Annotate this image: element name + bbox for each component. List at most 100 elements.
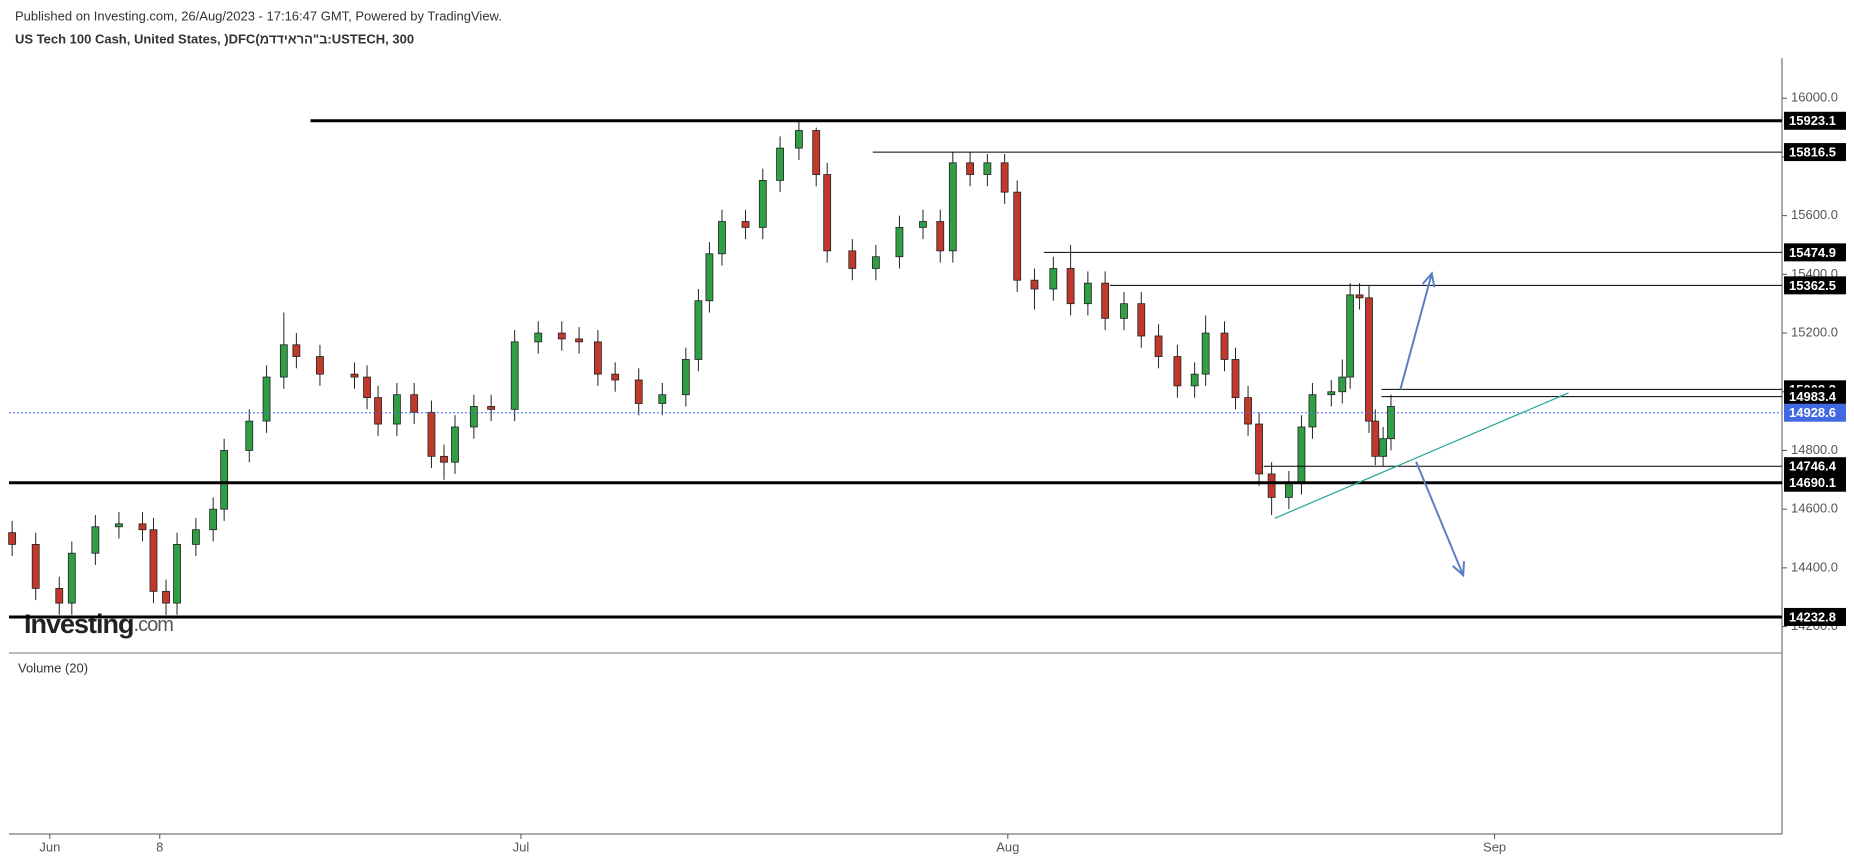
- candle-body: [1338, 376, 1347, 393]
- candle-body: [91, 526, 100, 554]
- candle-body: [758, 180, 767, 228]
- candle-body: [1255, 423, 1263, 475]
- candle-body: [1137, 303, 1146, 337]
- candle-body: [681, 359, 690, 396]
- candle-body: [795, 130, 803, 149]
- level-label-box: [1784, 276, 1846, 295]
- candle-body: [173, 543, 181, 604]
- candle-body: [983, 162, 992, 175]
- candle-body: [823, 174, 832, 252]
- level-label: 15362.5: [1789, 278, 1836, 293]
- candle-body: [1201, 332, 1210, 375]
- volume-label: Volume (20): [18, 660, 88, 675]
- y-tick-label: 14800.0: [1791, 442, 1838, 457]
- candle-body: [67, 552, 76, 604]
- candle-body: [1173, 356, 1182, 387]
- candle-body: [316, 356, 324, 375]
- candle-body: [138, 523, 147, 531]
- candle-body: [1379, 438, 1388, 457]
- x-tick-label: Sep: [1483, 839, 1506, 854]
- candle-body: [469, 406, 478, 428]
- watermark: Investing.com: [24, 609, 173, 639]
- level-label: 14690.1: [1789, 475, 1836, 490]
- level-label: 15816.5: [1789, 145, 1836, 160]
- candle-body: [1365, 297, 1373, 422]
- candle-body: [1120, 303, 1128, 319]
- candle-body: [1000, 162, 1009, 193]
- y-tick-label: 14400.0: [1791, 559, 1838, 574]
- candle-body: [919, 221, 927, 228]
- candle-body: [812, 130, 821, 175]
- candle-body: [487, 406, 496, 410]
- candle-body: [611, 373, 620, 381]
- level-label-box: [1784, 473, 1846, 492]
- candle-body: [440, 455, 448, 463]
- level-label-box: [1784, 403, 1846, 422]
- level-label: 14746.4: [1789, 459, 1837, 474]
- candle-body: [1267, 473, 1276, 498]
- candle-body: [776, 147, 784, 181]
- candle-body: [8, 532, 17, 545]
- candle-body: [936, 221, 945, 252]
- candle-body: [1190, 373, 1199, 387]
- candle-body: [871, 256, 880, 269]
- candle-body: [279, 344, 288, 378]
- trend-line: [1274, 392, 1569, 519]
- level-label-box: [1784, 457, 1846, 476]
- candle-body: [292, 344, 301, 357]
- x-tick-label: Aug: [996, 839, 1019, 854]
- candle-body: [245, 420, 254, 451]
- candle-body: [392, 394, 401, 425]
- candle-body: [115, 523, 123, 528]
- arrow: [1399, 271, 1436, 390]
- x-tick-label: Jun: [39, 839, 60, 854]
- chart-title: US Tech 100 Cash, United States, )DFC(ב"…: [15, 31, 414, 46]
- candle-body: [948, 162, 957, 252]
- arrow: [1415, 461, 1465, 578]
- candle-body: [1355, 294, 1364, 299]
- candle-body: [1066, 268, 1075, 305]
- level-label-box: [1784, 143, 1846, 162]
- candle-body: [1297, 426, 1306, 484]
- candle-body: [1284, 482, 1293, 498]
- candle-body: [575, 338, 583, 343]
- candle-body: [1308, 394, 1317, 428]
- candle-body: [220, 450, 229, 510]
- candle-body: [1387, 406, 1395, 440]
- candle-body: [1371, 420, 1380, 457]
- level-label: 15474.9: [1789, 245, 1836, 260]
- candle-body: [741, 221, 750, 228]
- candle-body: [262, 376, 271, 422]
- level-label: 14983.4: [1789, 389, 1837, 404]
- candle-body: [895, 226, 904, 258]
- candle-body: [1049, 268, 1058, 290]
- candle-body: [658, 394, 667, 404]
- candle-body: [162, 590, 170, 604]
- candle-body: [374, 397, 382, 425]
- level-label: 15923.1: [1789, 113, 1836, 128]
- y-tick-label: 15200.0: [1791, 324, 1838, 339]
- candle-body: [55, 588, 64, 604]
- candle-body: [1101, 282, 1110, 319]
- candle-body: [451, 426, 459, 463]
- y-tick-label: 15600.0: [1791, 207, 1838, 222]
- x-tick-label: Jul: [513, 839, 530, 854]
- candle-body: [594, 341, 602, 375]
- candle-body: [363, 376, 371, 399]
- candle-body: [1154, 335, 1163, 357]
- candle-body: [350, 373, 359, 378]
- candle-body: [694, 300, 703, 360]
- candle-body: [1030, 279, 1039, 290]
- candle-body: [427, 411, 436, 457]
- level-label-box: [1784, 607, 1846, 626]
- x-tick-label: 8: [156, 839, 163, 854]
- level-label: 14232.8: [1789, 609, 1836, 624]
- candle-body: [718, 221, 726, 255]
- level-label-box: [1784, 243, 1846, 262]
- level-label-box: [1784, 387, 1846, 406]
- candle-body: [510, 341, 519, 410]
- watermark-text: Investing: [24, 609, 134, 639]
- candle-body: [1083, 282, 1092, 305]
- candle-body: [1220, 332, 1229, 360]
- candle-body: [848, 250, 857, 269]
